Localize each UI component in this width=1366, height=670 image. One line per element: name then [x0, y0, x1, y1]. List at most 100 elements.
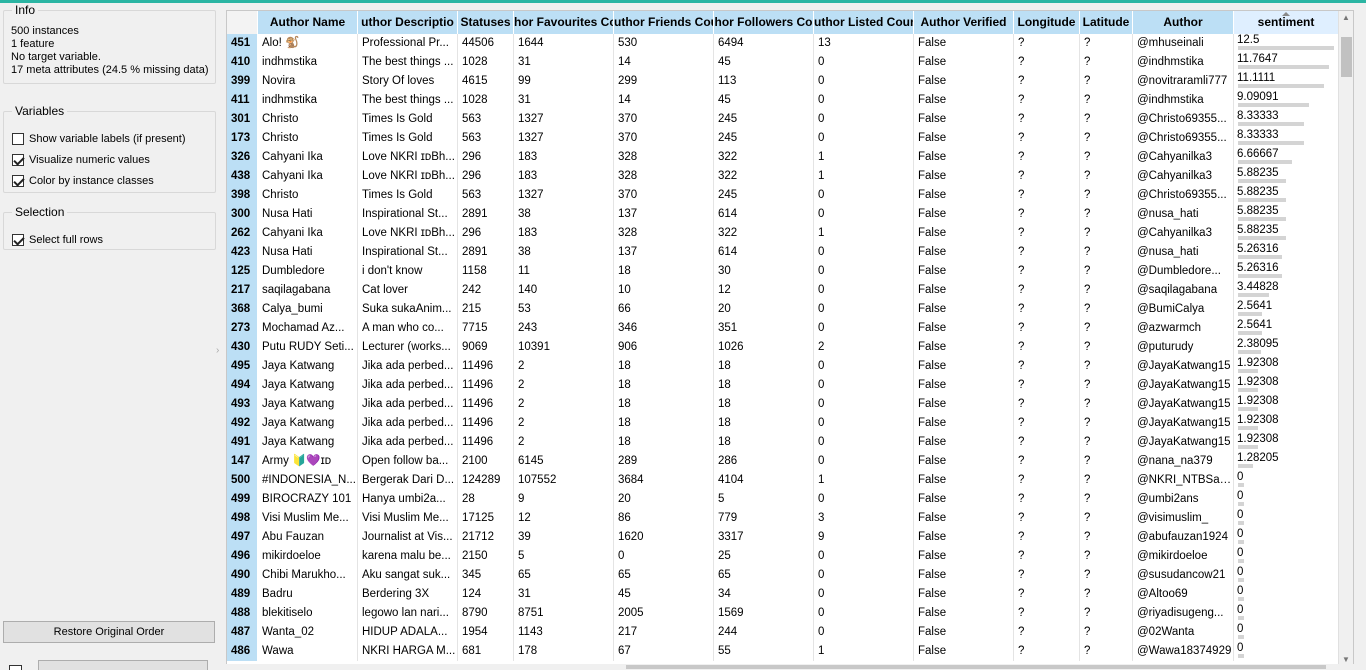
table-row[interactable]: 497 Abu Fauzan Journalist at Vis... 21712 39…	[227, 528, 1339, 547]
row-index[interactable]: 438	[227, 167, 258, 186]
cell-statuses[interactable]: 681	[458, 642, 514, 661]
sentiment-cell[interactable]: 1.92308	[1234, 357, 1339, 376]
cell-statuses[interactable]: 21712	[458, 528, 514, 547]
row-index[interactable]: 399	[227, 72, 258, 91]
cell-author-verified[interactable]: False	[914, 319, 1014, 338]
cell-author-description[interactable]: Berdering 3X	[358, 585, 458, 604]
cell-author-friends[interactable]: 328	[614, 224, 714, 243]
horizontal-scroll-thumb[interactable]	[626, 665, 1326, 669]
cell-author-listed[interactable]: 0	[814, 433, 914, 452]
cell-latitude[interactable]: ?	[1080, 585, 1133, 604]
cell-longitude[interactable]: ?	[1014, 72, 1080, 91]
table-row[interactable]: 368 Calya_bumi Suka sukaAnim... 215 53 66 20 0 F…	[227, 300, 1339, 319]
cell-statuses[interactable]: 1028	[458, 91, 514, 110]
sentiment-cell[interactable]: 1.92308	[1234, 376, 1339, 395]
column-header-author-followers[interactable]: hor Followers Co	[714, 11, 814, 34]
cell-longitude[interactable]: ?	[1014, 566, 1080, 585]
cell-author-verified[interactable]: False	[914, 34, 1014, 53]
cell-longitude[interactable]: ?	[1014, 262, 1080, 281]
cell-author-name[interactable]: Chibi Marukho...	[258, 566, 358, 585]
cell-latitude[interactable]: ?	[1080, 224, 1133, 243]
vertical-scrollbar[interactable]: ▲ ▼	[1338, 11, 1353, 664]
cell-author-favourites[interactable]: 1143	[514, 623, 614, 642]
cell-author-friends[interactable]: 14	[614, 53, 714, 72]
sentiment-cell[interactable]: 1.92308	[1234, 433, 1339, 452]
cell-author-name[interactable]: Jaya Katwang	[258, 433, 358, 452]
collapse-panel-icon[interactable]: ›	[216, 345, 220, 356]
cell-author-description[interactable]: Open follow ba...	[358, 452, 458, 471]
cell-statuses[interactable]: 28	[458, 490, 514, 509]
cell-author-name[interactable]: Christo	[258, 186, 358, 205]
cell-author-favourites[interactable]: 183	[514, 224, 614, 243]
show-variable-labels-checkbox[interactable]	[12, 132, 24, 145]
cell-author-verified[interactable]: False	[914, 395, 1014, 414]
cell-latitude[interactable]: ?	[1080, 167, 1133, 186]
cell-author-description[interactable]: Bergerak Dari D...	[358, 471, 458, 490]
cell-longitude[interactable]: ?	[1014, 186, 1080, 205]
cell-author-name[interactable]: Nusa Hati	[258, 205, 358, 224]
sentiment-cell[interactable]: 2.5641	[1234, 300, 1339, 319]
row-index[interactable]: 494	[227, 376, 258, 395]
cell-author-friends[interactable]: 45	[614, 585, 714, 604]
cell-author[interactable]: @umbi2ans	[1133, 490, 1234, 509]
cell-author-friends[interactable]: 18	[614, 376, 714, 395]
show-variable-labels-option[interactable]: Show variable labels (if present)	[4, 128, 215, 149]
cell-author[interactable]: @Christo69355...	[1133, 186, 1234, 205]
row-index[interactable]: 398	[227, 186, 258, 205]
sentiment-cell[interactable]: 3.44828	[1234, 281, 1339, 300]
cell-statuses[interactable]: 124	[458, 585, 514, 604]
cell-author-favourites[interactable]: 9	[514, 490, 614, 509]
cell-author-friends[interactable]: 3684	[614, 471, 714, 490]
cell-longitude[interactable]: ?	[1014, 509, 1080, 528]
row-index[interactable]: 498	[227, 509, 258, 528]
row-index[interactable]: 486	[227, 642, 258, 661]
cell-author-name[interactable]: Mochamad Az...	[258, 319, 358, 338]
color-by-class-checkbox[interactable]	[12, 174, 24, 187]
cell-author-favourites[interactable]: 31	[514, 53, 614, 72]
cell-author-verified[interactable]: False	[914, 91, 1014, 110]
data-table[interactable]: Author Name uthor Descriptio Statuses hor F…	[226, 10, 1354, 665]
table-row[interactable]: 492 Jaya Katwang Jika ada perbed... 11496 2 1…	[227, 414, 1339, 433]
cell-author-friends[interactable]: 0	[614, 547, 714, 566]
cell-statuses[interactable]: 11496	[458, 376, 514, 395]
cell-author-verified[interactable]: False	[914, 167, 1014, 186]
row-index[interactable]: 487	[227, 623, 258, 642]
cell-author-followers[interactable]: 12	[714, 281, 814, 300]
cell-author[interactable]: @abufauzan1924	[1133, 528, 1234, 547]
cell-author-favourites[interactable]: 6145	[514, 452, 614, 471]
cell-author-name[interactable]: Cahyani Ika	[258, 224, 358, 243]
cell-author-friends[interactable]: 18	[614, 262, 714, 281]
cell-longitude[interactable]: ?	[1014, 642, 1080, 661]
cell-author-favourites[interactable]: 38	[514, 205, 614, 224]
cell-author-favourites[interactable]: 140	[514, 281, 614, 300]
cell-author[interactable]: @saqilagabana	[1133, 281, 1234, 300]
cell-author-description[interactable]: A man who co...	[358, 319, 458, 338]
table-row[interactable]: 451 Alo! 🐒 Professional Pr... 44506 1644 530 6…	[227, 34, 1339, 53]
cell-author-friends[interactable]: 65	[614, 566, 714, 585]
cell-author-followers[interactable]: 65	[714, 566, 814, 585]
row-index[interactable]: 430	[227, 338, 258, 357]
row-index[interactable]: 499	[227, 490, 258, 509]
column-header-author-friends[interactable]: uthor Friends Cou	[614, 11, 714, 34]
cell-author-name[interactable]: Jaya Katwang	[258, 414, 358, 433]
cell-author-favourites[interactable]: 11	[514, 262, 614, 281]
cell-author-name[interactable]: blekitiselo	[258, 604, 358, 623]
cell-longitude[interactable]: ?	[1014, 528, 1080, 547]
cell-statuses[interactable]: 242	[458, 281, 514, 300]
row-index[interactable]: 300	[227, 205, 258, 224]
cell-author-verified[interactable]: False	[914, 53, 1014, 72]
row-index[interactable]: 411	[227, 91, 258, 110]
cell-author-verified[interactable]: False	[914, 110, 1014, 129]
cell-longitude[interactable]: ?	[1014, 338, 1080, 357]
cell-latitude[interactable]: ?	[1080, 53, 1133, 72]
cell-author-name[interactable]: Army 🔰💜ɪᴅ	[258, 452, 358, 471]
cell-author-listed[interactable]: 0	[814, 395, 914, 414]
cell-author-description[interactable]: Hanya umbi2a...	[358, 490, 458, 509]
cell-author-favourites[interactable]: 2	[514, 395, 614, 414]
cell-author-followers[interactable]: 18	[714, 414, 814, 433]
cell-author-listed[interactable]: 0	[814, 205, 914, 224]
cell-author-listed[interactable]: 0	[814, 623, 914, 642]
cell-author-friends[interactable]: 530	[614, 34, 714, 53]
cell-author-favourites[interactable]: 2	[514, 414, 614, 433]
cell-author-followers[interactable]: 18	[714, 357, 814, 376]
